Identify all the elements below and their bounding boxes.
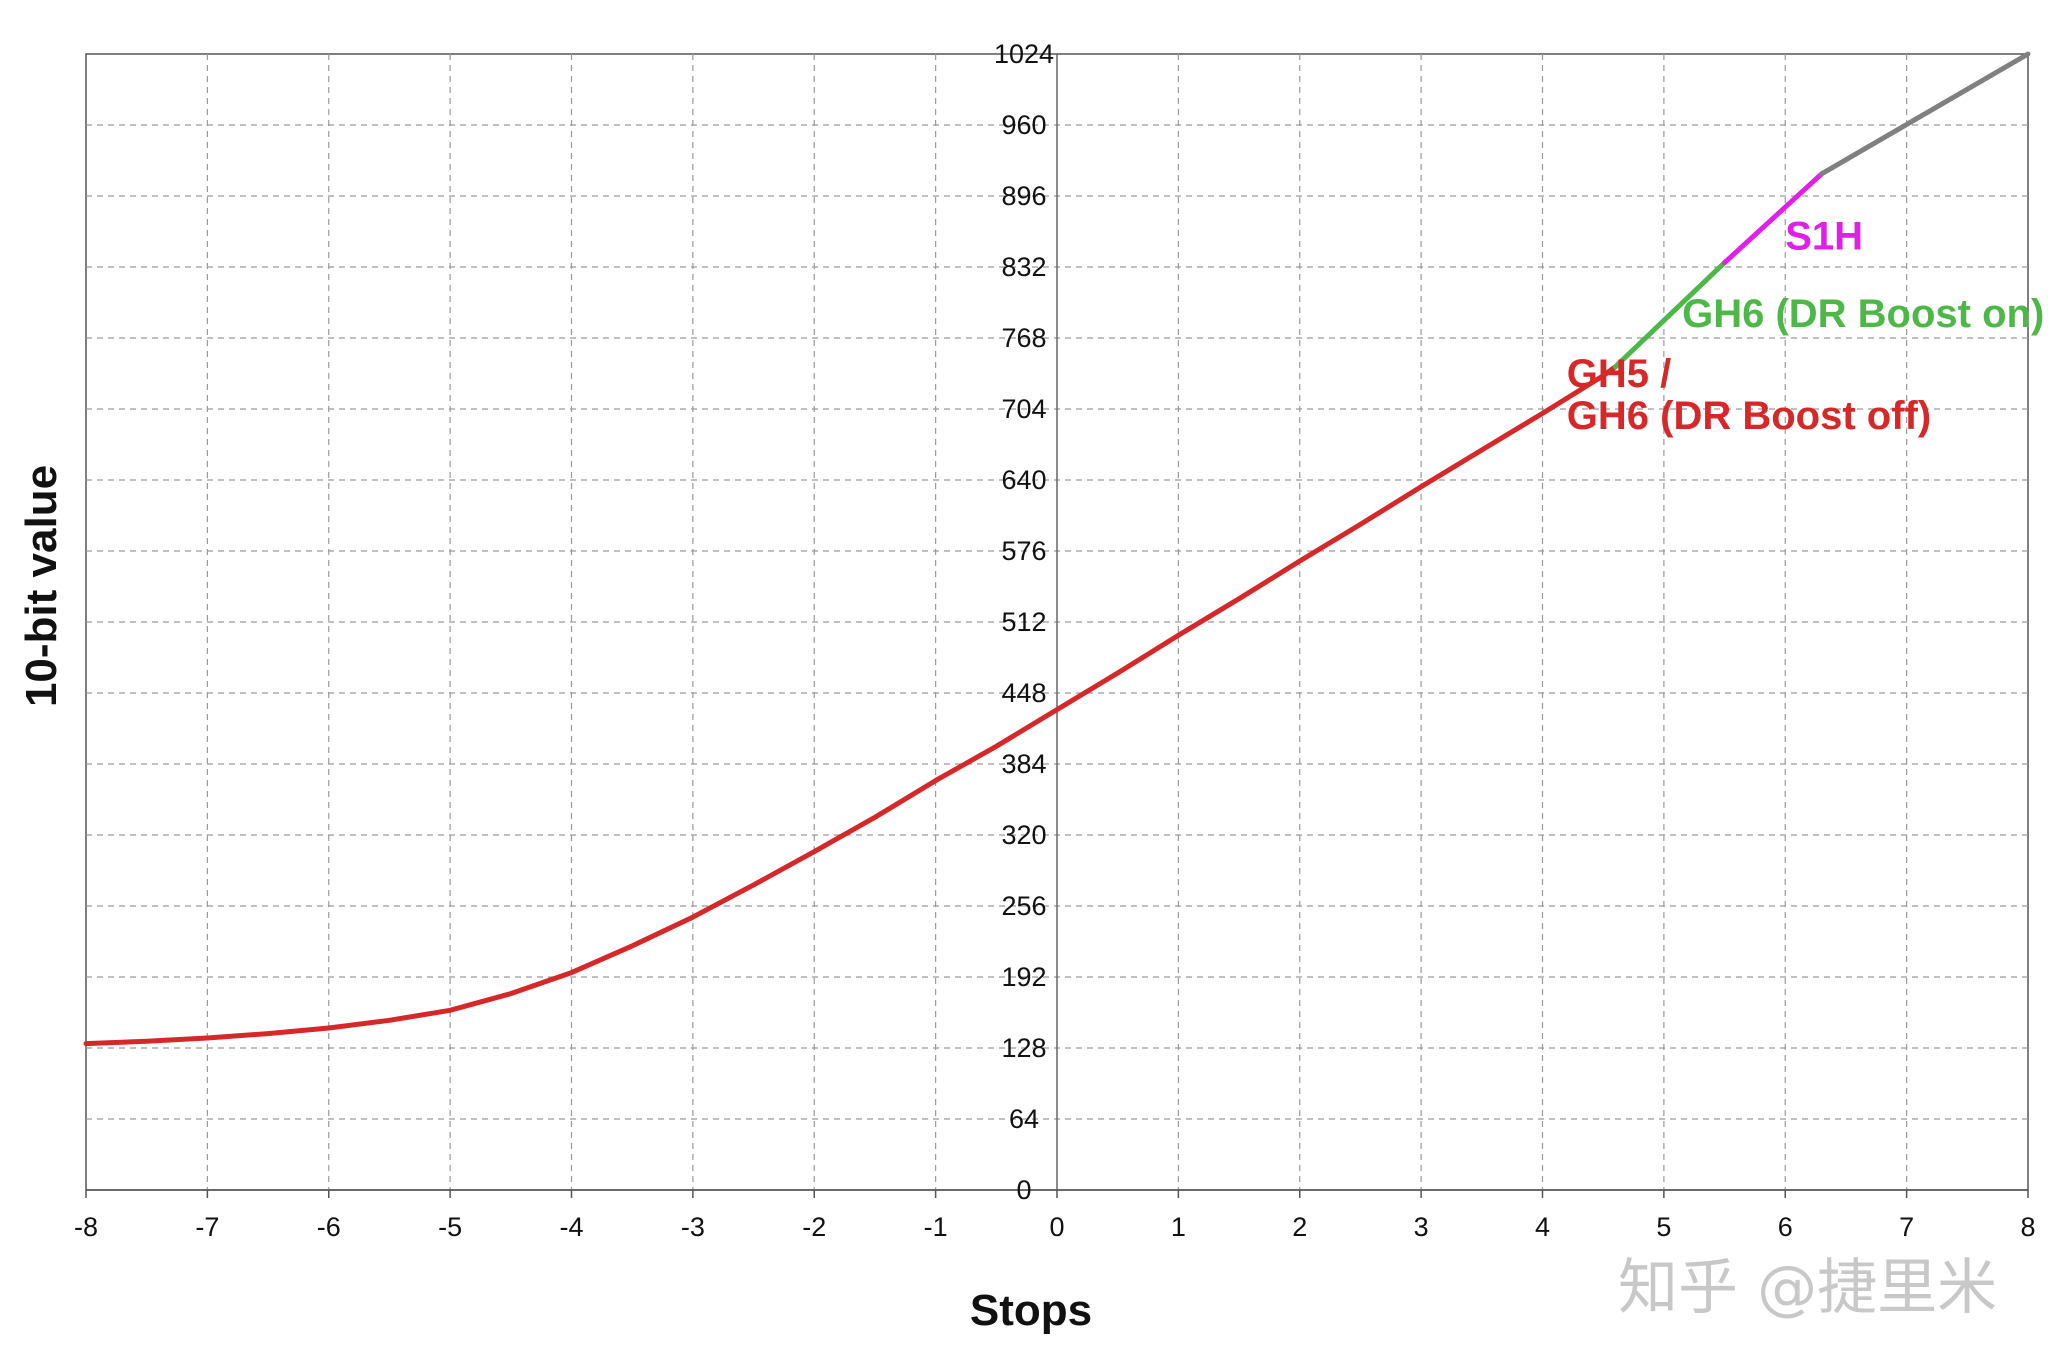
series-line-3 bbox=[1722, 171, 1825, 266]
x-tick-label: -7 bbox=[195, 1212, 219, 1242]
x-tick-label: -3 bbox=[681, 1212, 705, 1242]
y-tick-label: 896 bbox=[1001, 181, 1046, 211]
series-line-4 bbox=[1819, 51, 2031, 177]
watermark: 知乎 @捷里米 bbox=[1618, 1253, 1997, 1323]
x-tick-label: 2 bbox=[1292, 1212, 1307, 1242]
y-tick-label: 448 bbox=[1001, 678, 1046, 708]
y-tick-label: 576 bbox=[1001, 536, 1046, 566]
y-tick-label: 1024 bbox=[994, 39, 1054, 69]
y-tick-label: 320 bbox=[1001, 820, 1046, 850]
x-tick-label: -4 bbox=[559, 1212, 583, 1242]
annotation-label-3: GH5 /GH6 (DR Boost off) bbox=[1567, 352, 1931, 438]
annotation-line: GH6 (DR Boost on) bbox=[1682, 292, 2044, 336]
x-tick-label: 5 bbox=[1656, 1212, 1671, 1242]
annotation-label-2: GH6 (DR Boost on) bbox=[1682, 292, 2044, 336]
grid-lines bbox=[86, 54, 2028, 1190]
y-tick-label: 704 bbox=[1001, 394, 1046, 424]
x-tick-label: -6 bbox=[317, 1212, 341, 1242]
y-tick-label: 384 bbox=[1001, 749, 1046, 779]
annotation-line: GH6 (DR Boost off) bbox=[1567, 394, 1931, 438]
series-lines bbox=[83, 51, 2031, 1047]
x-tick-label: 0 bbox=[1049, 1212, 1064, 1242]
y-tick-label: 256 bbox=[1001, 891, 1046, 921]
y-tick-label: 128 bbox=[1001, 1033, 1046, 1063]
x-tick-label: -8 bbox=[74, 1212, 98, 1242]
y-tick-label: 0 bbox=[1016, 1175, 1031, 1205]
series-line-1 bbox=[83, 364, 1618, 1047]
annotation-line: GH5 / bbox=[1567, 352, 1671, 396]
x-tick-label: 8 bbox=[2020, 1212, 2035, 1242]
x-tick-label: 4 bbox=[1535, 1212, 1550, 1242]
series-line-2 bbox=[1612, 260, 1728, 370]
annotation-line: S1H bbox=[1785, 214, 1863, 258]
x-tick-label: -1 bbox=[924, 1212, 948, 1242]
y-tick-label: 832 bbox=[1001, 252, 1046, 282]
y-tick-label: 960 bbox=[1001, 110, 1046, 140]
x-tick-label: 6 bbox=[1778, 1212, 1793, 1242]
x-axis-title: Stops bbox=[970, 1286, 1092, 1335]
y-axis-title: 10-bit value bbox=[17, 465, 66, 707]
x-tick-label: 1 bbox=[1171, 1212, 1186, 1242]
y-tick-label: 512 bbox=[1001, 607, 1046, 637]
x-tick-label: -5 bbox=[438, 1212, 462, 1242]
y-tick-label: 768 bbox=[1001, 323, 1046, 353]
y-tick-label: 192 bbox=[1001, 962, 1046, 992]
annotation-label-1: S1H bbox=[1785, 214, 1863, 258]
y-tick-label: 64 bbox=[1009, 1104, 1039, 1134]
x-tick-label: -2 bbox=[802, 1212, 826, 1242]
x-tick-label: 7 bbox=[1899, 1212, 1914, 1242]
x-tick-labels: -8 -7 -6 -5 -4 -3 -2 -1 0 1 2 3 4 5 6 7 8 bbox=[74, 1190, 2036, 1242]
x-tick-label: 3 bbox=[1414, 1212, 1429, 1242]
y-tick-labels: 0 64 128 192 256 320 384 448 512 576 640 704 768 832 8… bbox=[994, 39, 1054, 1205]
y-tick-label: 640 bbox=[1001, 465, 1046, 495]
